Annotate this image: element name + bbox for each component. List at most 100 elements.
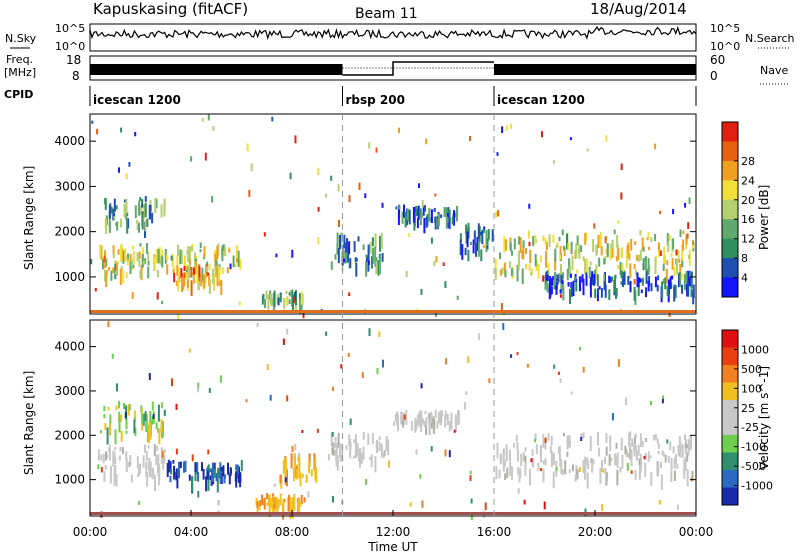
data-cell bbox=[279, 293, 282, 303]
data-cell bbox=[690, 288, 693, 297]
data-cell bbox=[615, 288, 618, 297]
data-cell bbox=[159, 256, 162, 265]
data-cell bbox=[648, 246, 650, 251]
cpid-segment-label: icescan 1200 bbox=[497, 93, 585, 107]
data-cell bbox=[496, 152, 499, 156]
data-cell bbox=[516, 442, 519, 450]
data-cell bbox=[534, 438, 537, 443]
data-cell bbox=[256, 501, 259, 508]
data-cell bbox=[446, 217, 449, 223]
data-cell bbox=[608, 275, 611, 283]
data-cell bbox=[292, 498, 295, 509]
data-cell bbox=[362, 446, 365, 460]
data-cell bbox=[568, 469, 571, 473]
power-colorbar-swatch bbox=[722, 122, 738, 142]
data-cell bbox=[349, 439, 352, 444]
data-cell bbox=[114, 457, 117, 465]
data-cell bbox=[469, 475, 472, 482]
velocity-colorbar-tick-label: -100 bbox=[741, 441, 766, 454]
data-cell bbox=[561, 280, 564, 285]
data-cell bbox=[434, 216, 437, 230]
data-cell bbox=[261, 295, 264, 305]
data-cell bbox=[125, 451, 128, 461]
data-cell bbox=[349, 418, 352, 425]
data-cell bbox=[464, 247, 467, 256]
data-cell bbox=[554, 258, 557, 271]
velocity-panel-frame bbox=[89, 319, 697, 517]
data-cell bbox=[178, 461, 180, 479]
data-cell bbox=[217, 266, 220, 282]
data-cell bbox=[569, 137, 572, 141]
data-cell bbox=[192, 274, 195, 281]
data-cell bbox=[634, 241, 637, 245]
data-cell bbox=[125, 272, 128, 279]
data-cell bbox=[578, 466, 581, 473]
data-cell bbox=[639, 433, 642, 448]
data-cell bbox=[355, 258, 358, 262]
data-cell bbox=[112, 208, 115, 221]
data-cell bbox=[206, 266, 209, 273]
data-cell bbox=[668, 235, 671, 241]
data-cell bbox=[645, 288, 648, 293]
data-cell bbox=[207, 475, 210, 491]
data-cell bbox=[544, 458, 547, 466]
data-cell bbox=[103, 471, 106, 482]
data-cell bbox=[125, 430, 128, 434]
data-cell bbox=[378, 436, 381, 441]
data-cell bbox=[688, 197, 691, 204]
data-cell bbox=[360, 452, 363, 464]
data-cell bbox=[542, 433, 545, 448]
data-cell bbox=[677, 445, 680, 451]
data-cell bbox=[366, 255, 368, 262]
data-cell bbox=[683, 464, 686, 479]
data-cell bbox=[358, 448, 360, 462]
data-cell bbox=[594, 288, 597, 298]
data-cell bbox=[503, 236, 506, 253]
data-cell bbox=[215, 473, 218, 481]
data-cell bbox=[100, 430, 102, 434]
data-cell bbox=[143, 260, 145, 265]
data-cell bbox=[649, 455, 652, 459]
data-cell bbox=[147, 445, 150, 449]
data-cell bbox=[677, 250, 680, 259]
data-cell bbox=[136, 252, 139, 262]
data-cell bbox=[151, 467, 154, 480]
data-cell bbox=[448, 421, 451, 432]
data-cell bbox=[126, 259, 129, 266]
data-cell bbox=[647, 451, 650, 462]
data-cell bbox=[303, 497, 306, 501]
data-cell bbox=[108, 211, 111, 228]
data-cell bbox=[629, 263, 632, 279]
data-cell bbox=[406, 208, 409, 221]
data-cell bbox=[120, 414, 123, 422]
data-cell bbox=[99, 244, 102, 257]
data-cell bbox=[625, 397, 627, 405]
data-cell bbox=[429, 413, 432, 420]
data-cell bbox=[647, 231, 650, 240]
velocity-colorbar-swatch bbox=[722, 365, 738, 383]
data-cell bbox=[149, 423, 152, 440]
data-cell bbox=[191, 477, 193, 493]
data-cell bbox=[111, 353, 114, 359]
data-cell bbox=[457, 415, 460, 425]
nave-step bbox=[342, 61, 494, 76]
data-cell bbox=[527, 230, 530, 239]
data-cell bbox=[173, 465, 176, 480]
data-cell bbox=[664, 277, 667, 290]
data-cell bbox=[591, 271, 594, 278]
data-cell bbox=[151, 401, 154, 411]
data-cell bbox=[586, 148, 589, 152]
data-cell bbox=[405, 410, 408, 425]
data-cell bbox=[147, 260, 150, 266]
data-cell bbox=[395, 206, 398, 210]
data-cell bbox=[467, 222, 470, 239]
data-cell bbox=[177, 277, 180, 292]
data-cell bbox=[137, 473, 140, 477]
data-cell bbox=[216, 245, 219, 260]
data-cell bbox=[599, 231, 602, 248]
data-cell bbox=[678, 258, 681, 263]
power-colorbar-tick-label: 24 bbox=[741, 174, 755, 187]
data-cell bbox=[634, 470, 637, 480]
data-cell bbox=[639, 230, 642, 236]
